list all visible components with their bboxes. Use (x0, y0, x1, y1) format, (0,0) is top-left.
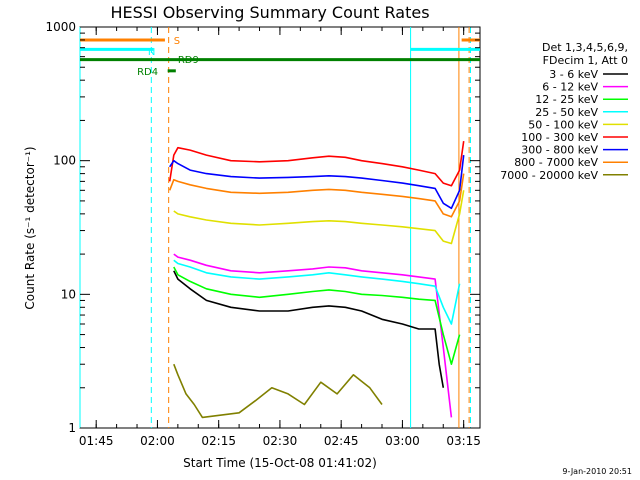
y-tick-label: 100 (53, 154, 76, 168)
series-line-2 (173, 266, 461, 366)
legend-entry-label-3: 25 - 50 keV (535, 106, 598, 119)
timestamp-footer: 9-Jan-2010 20:51 (562, 467, 632, 476)
y-tick-label: 10 (61, 287, 76, 301)
legend-entry-label-8: 7000 - 20000 keV (500, 169, 598, 182)
flag-label-s: S (174, 36, 180, 47)
series-line-5 (168, 140, 465, 187)
legend: Det 1,3,4,5,6,9, FDecim 1, Att 0 3 - 6 k… (500, 41, 628, 182)
chart-title: HESSI Observing Summary Count Rates (110, 3, 429, 22)
flag-label-rd9: RD9 (178, 55, 199, 66)
series-line-3 (173, 259, 461, 325)
legend-header-line-1: Det 1,3,4,5,6,9, (542, 41, 628, 54)
series-line-4 (173, 190, 465, 245)
x-tick-label: 02:30 (263, 434, 298, 448)
legend-entry-label-7: 800 - 7000 keV (514, 156, 598, 169)
legend-entry-label-0: 3 - 6 keV (549, 68, 598, 81)
legend-entry-label-2: 12 - 25 keV (535, 93, 598, 106)
y-tick-label: 1000 (45, 20, 76, 34)
legend-entry-label-1: 6 - 12 keV (542, 81, 598, 94)
legend-entry-label-4: 50 - 100 keV (528, 118, 598, 131)
x-tick-label: 02:15 (201, 434, 236, 448)
flag-label-n: N (148, 47, 155, 58)
legend-entry-label-6: 300 - 800 keV (521, 144, 598, 157)
plot-area: S N RD4 RD9 1 10 100 1000 01:45 02:00 02:15 02:30 02… (45, 20, 481, 448)
x-tick-label: 01:45 (79, 434, 114, 448)
x-tick-label: 03:15 (446, 434, 481, 448)
series-line-7 (168, 173, 465, 218)
plot-frame (79, 26, 481, 429)
x-tick-label: 02:45 (324, 434, 359, 448)
series-line-8 (173, 363, 383, 419)
x-tick-label: 03:00 (385, 434, 420, 448)
x-tick-label: 02:00 (140, 434, 175, 448)
series-line-1 (173, 253, 453, 418)
flag-label-rd4: RD4 (137, 67, 158, 78)
series-line-0 (173, 270, 445, 388)
legend-header-line-2: FDecim 1, Att 0 (543, 54, 628, 67)
series-line-6 (169, 155, 465, 210)
y-axis-label: Count Rate (s⁻¹ detector⁻¹) (23, 146, 37, 309)
y-tick-label: 1 (68, 421, 76, 435)
legend-entry-label-5: 100 - 300 keV (521, 131, 598, 144)
x-axis-label: Start Time (15-Oct-08 01:41:02) (183, 456, 377, 470)
